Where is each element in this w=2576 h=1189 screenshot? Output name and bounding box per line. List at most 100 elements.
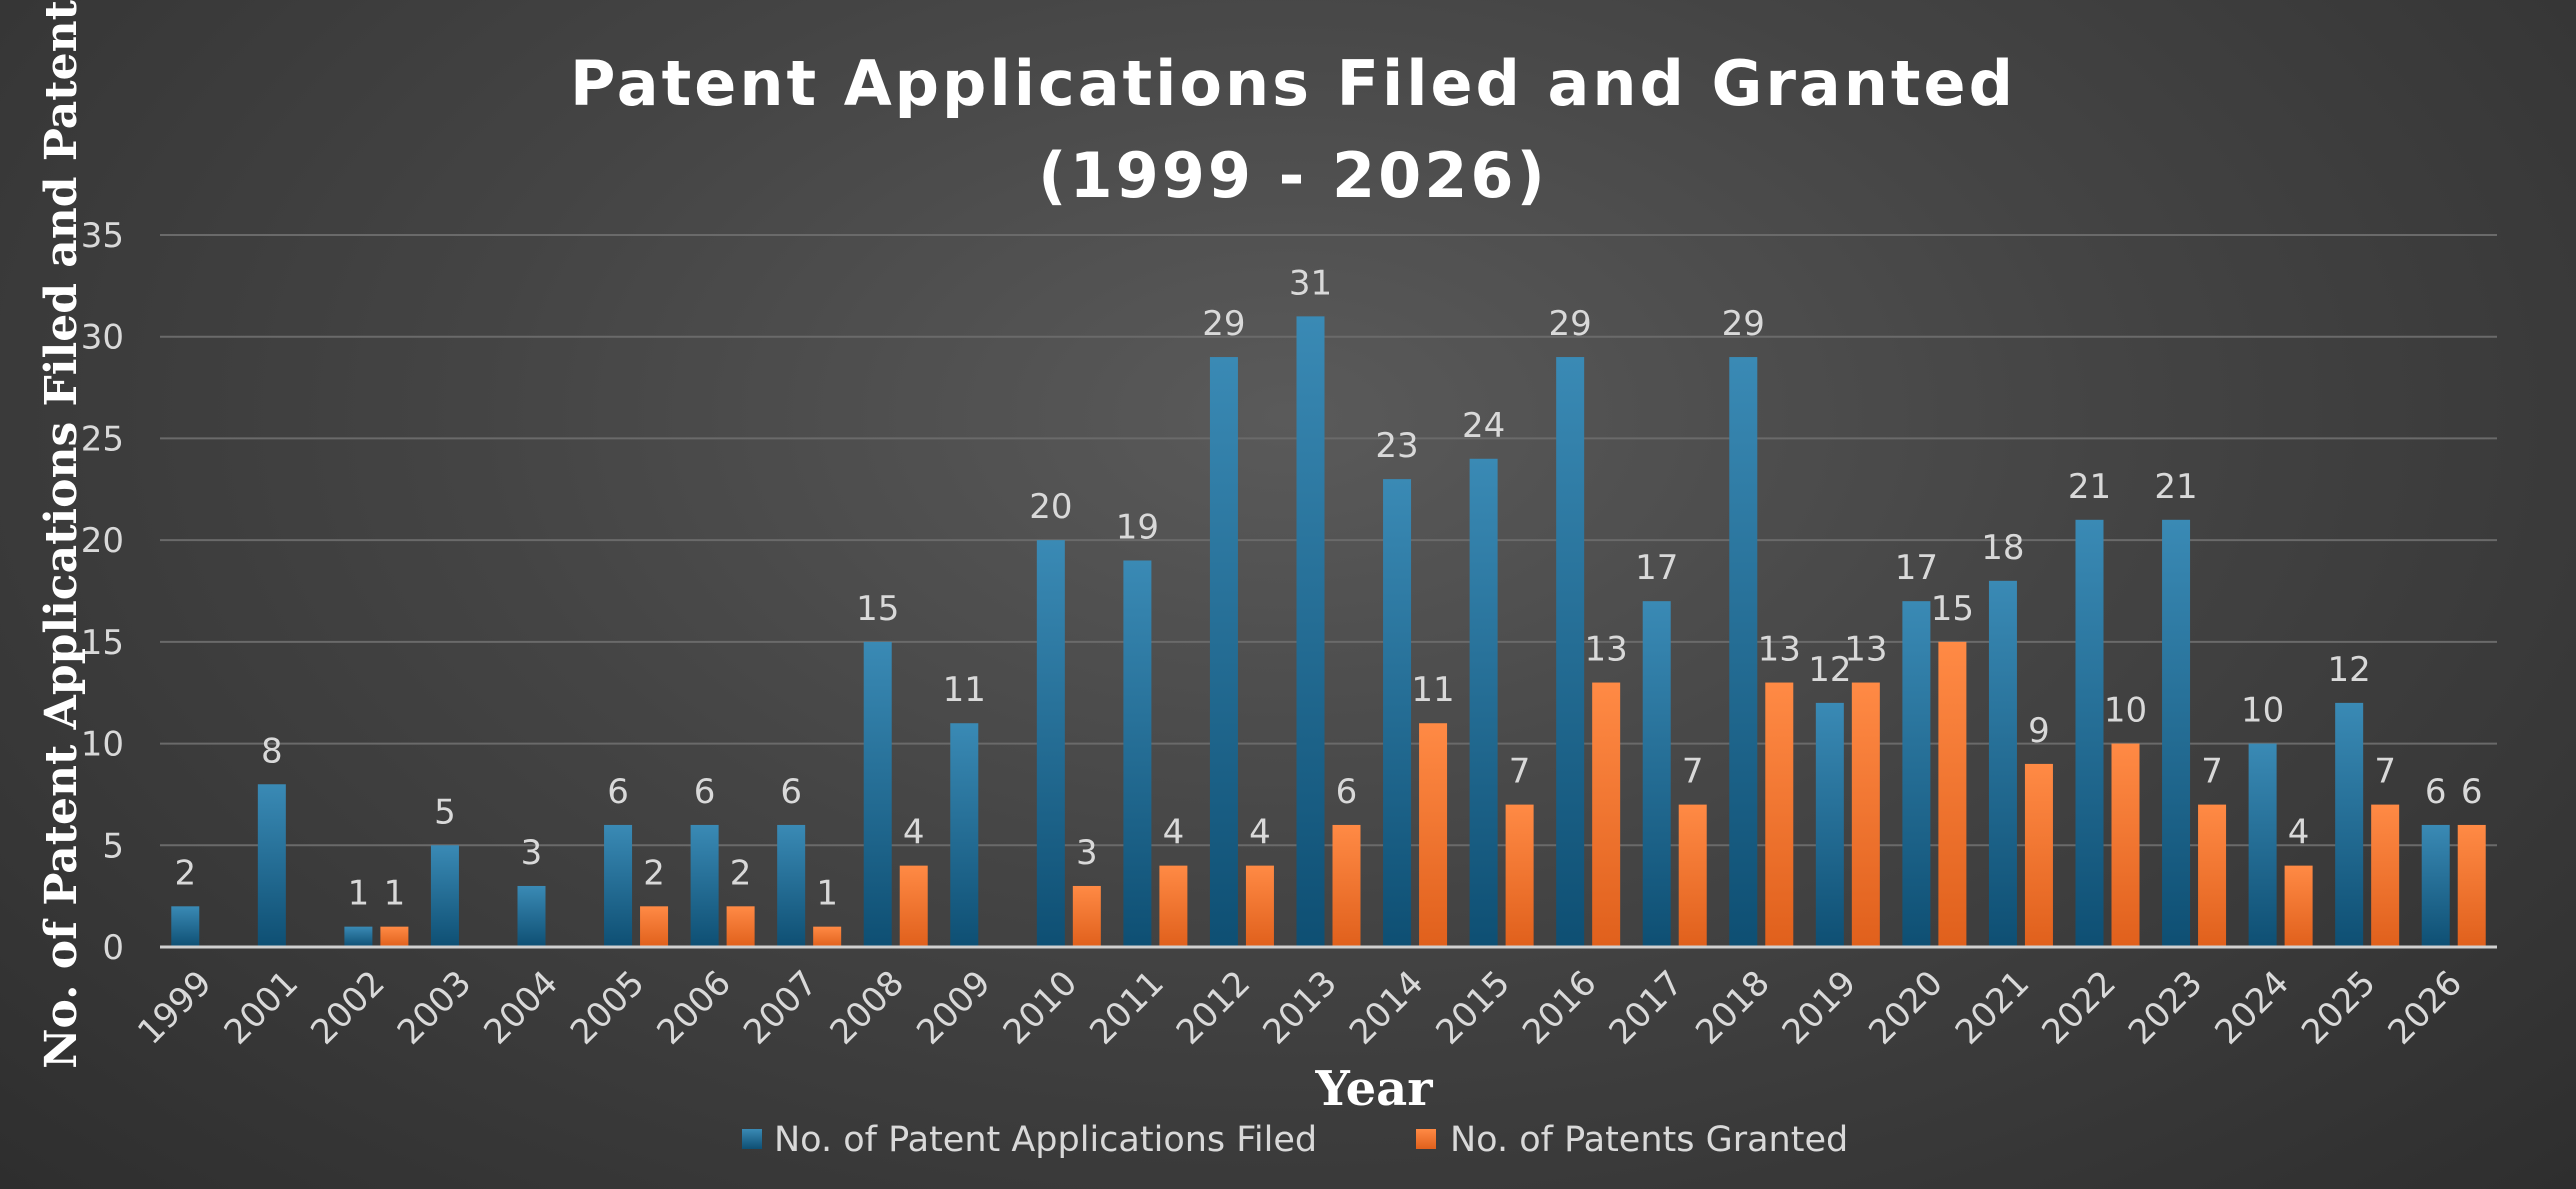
data-label-granted: 13 — [1585, 630, 1628, 670]
x-tick-label: 2021 — [1948, 963, 2037, 1052]
legend-swatch-granted — [1416, 1129, 1436, 1149]
x-tick-label: 2008 — [823, 963, 912, 1052]
data-label-granted: 2 — [730, 853, 752, 893]
bar-filed — [1469, 458, 1498, 947]
x-tick-label: 2016 — [1515, 963, 1604, 1052]
x-tick-label: 2024 — [2208, 963, 2297, 1052]
data-label-granted: 9 — [2028, 711, 2050, 751]
bar-granted — [1592, 682, 1621, 947]
data-label-filed: 19 — [1116, 507, 1159, 547]
legend: No. of Patent Applications Filed No. of … — [742, 1120, 1848, 1160]
data-label-filed: 8 — [261, 731, 283, 771]
data-label-filed: 6 — [694, 772, 716, 812]
x-tick-label: 2022 — [2034, 963, 2123, 1052]
bar-granted — [1072, 885, 1101, 947]
bar-filed — [2421, 824, 2450, 947]
data-label-filed: 10 — [2241, 691, 2284, 731]
bar-granted — [1505, 804, 1534, 947]
bar-filed — [1556, 357, 1585, 947]
data-label-filed: 20 — [1029, 487, 1072, 527]
data-label-granted: 7 — [2374, 752, 2396, 792]
x-tick-label: 2001 — [217, 963, 306, 1052]
bar-granted — [1245, 865, 1274, 947]
bar-filed — [863, 641, 892, 947]
data-label-granted: 10 — [2104, 691, 2147, 731]
data-label-granted: 4 — [1163, 813, 1185, 853]
bar-filed — [171, 906, 200, 947]
bar-granted — [640, 906, 669, 947]
data-label-filed: 12 — [1808, 650, 1851, 690]
bar-granted — [1419, 723, 1448, 947]
y-tick-label: 0 — [102, 928, 124, 968]
x-tick-label: 2014 — [1342, 963, 1431, 1052]
data-label-filed: 3 — [521, 833, 543, 873]
data-label-filed: 12 — [2328, 650, 2371, 690]
data-label-filed: 11 — [943, 670, 986, 710]
data-label-granted: 13 — [1758, 630, 1801, 670]
x-tick-label: 2010 — [996, 963, 1085, 1052]
x-tick-label: 2023 — [2121, 963, 2210, 1052]
bar-filed — [517, 885, 546, 947]
x-tick-label: 2019 — [1775, 963, 1864, 1052]
data-label-filed: 29 — [1549, 304, 1592, 344]
data-label-filed: 21 — [2154, 467, 2197, 507]
x-tick-label: 2002 — [303, 963, 392, 1052]
bar-granted — [726, 906, 755, 947]
bar-filed — [344, 926, 373, 947]
data-label-filed: 17 — [1895, 548, 1938, 588]
bar-filed — [604, 824, 633, 947]
bar-filed — [1296, 316, 1325, 947]
x-tick-label: 2003 — [390, 963, 479, 1052]
data-label-filed: 23 — [1375, 426, 1418, 466]
x-tick-label: 2004 — [476, 963, 565, 1052]
data-label-granted: 4 — [2288, 813, 2310, 853]
data-label-granted: 3 — [1076, 833, 1098, 873]
bar-granted — [1765, 682, 1794, 947]
bar-filed — [430, 845, 459, 947]
bar-filed — [1123, 560, 1152, 947]
x-tick-label: 2007 — [736, 963, 825, 1052]
legend-swatch-filed — [742, 1129, 762, 1149]
y-tick-label: 10 — [81, 725, 124, 765]
data-label-filed: 5 — [434, 792, 456, 832]
x-tick-label: 2009 — [909, 963, 998, 1052]
bar-granted — [2198, 804, 2227, 947]
bar-granted — [2371, 804, 2400, 947]
bar-filed — [1383, 479, 1412, 947]
legend-label-granted: No. of Patents Granted — [1450, 1120, 1848, 1160]
x-tick-label: 2013 — [1255, 963, 1344, 1052]
x-tick-label: 2026 — [2381, 963, 2470, 1052]
data-label-granted: 2 — [643, 853, 665, 893]
y-axis-ticks: 0 5 10 15 20 25 30 35 — [81, 216, 124, 968]
bar-filed — [2075, 519, 2104, 947]
x-tick-label: 2005 — [563, 963, 652, 1052]
data-label-filed: 29 — [1202, 304, 1245, 344]
data-labels: 281 1536262611541120319429431623112472913… — [174, 263, 2482, 913]
bar-filed — [2248, 743, 2277, 947]
y-tick-label: 15 — [81, 623, 124, 663]
data-label-granted: 7 — [1682, 752, 1704, 792]
data-label-granted: 7 — [2201, 752, 2223, 792]
data-label-filed: 6 — [780, 772, 802, 812]
data-label-granted: 6 — [1336, 772, 1358, 812]
data-label-filed: 15 — [856, 589, 899, 629]
bars — [171, 316, 2486, 947]
data-label-granted: 4 — [1249, 813, 1271, 853]
x-tick-label: 2015 — [1429, 963, 1518, 1052]
y-tick-label: 30 — [81, 318, 124, 358]
bar-filed — [257, 784, 286, 947]
bar-granted — [1332, 824, 1361, 947]
y-tick-label: 5 — [102, 826, 124, 866]
bar-filed — [1642, 601, 1671, 947]
bar-filed — [1729, 357, 1758, 947]
x-tick-label: 1999 — [130, 963, 219, 1052]
data-label-filed: 2 — [174, 853, 196, 893]
x-tick-label: 2018 — [1688, 963, 1777, 1052]
bar-filed — [1902, 601, 1931, 947]
data-label-granted: 4 — [903, 813, 925, 853]
bar-granted — [2457, 824, 2486, 947]
gridlines — [160, 234, 2497, 847]
data-label-filed: 17 — [1635, 548, 1678, 588]
